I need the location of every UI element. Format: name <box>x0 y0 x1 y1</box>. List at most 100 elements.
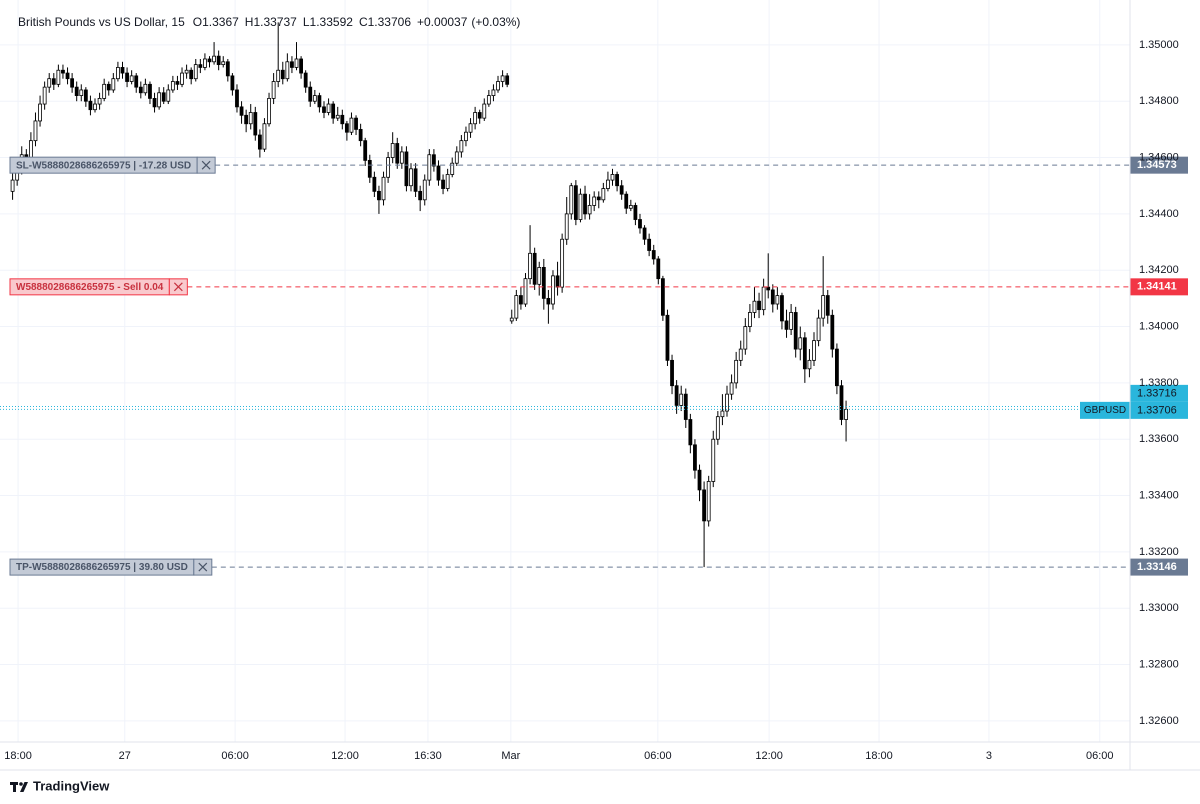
candle-body <box>628 205 633 209</box>
ohlc-label: H <box>245 15 254 29</box>
candle-body <box>441 179 445 189</box>
candle-body <box>656 258 661 280</box>
candle-body <box>660 278 665 316</box>
candle-body <box>193 64 198 80</box>
candle-body <box>752 300 757 313</box>
candle-body <box>349 117 354 133</box>
candle-body <box>102 83 107 99</box>
candle-body <box>436 165 441 181</box>
chart-title: British Pounds vs US Dollar, 15 <box>18 15 185 29</box>
candle-body <box>299 58 303 74</box>
candle-body <box>180 72 184 85</box>
candle-body <box>422 179 427 201</box>
candle-body <box>294 58 299 68</box>
change: +0.00037 <box>417 15 468 29</box>
candle-body <box>839 385 844 420</box>
candle-body <box>578 193 583 220</box>
candle-body <box>38 103 42 122</box>
candle-body <box>340 114 345 125</box>
candle-body <box>312 95 317 102</box>
ohlc-label: C <box>359 15 368 29</box>
order-price-label: 1.34573 <box>1137 159 1177 171</box>
candle-body <box>770 289 775 305</box>
candle-body <box>386 157 391 178</box>
y-tick-label: 1.33600 <box>1139 433 1179 445</box>
ask-price-tag <box>1130 384 1188 402</box>
y-tick-label: 1.34600 <box>1139 151 1179 163</box>
last-price-tag <box>1130 401 1188 419</box>
symbol-name: GBPUSD <box>1084 405 1126 416</box>
candle-body <box>468 123 473 133</box>
candle-body <box>70 78 75 88</box>
candle-body <box>134 75 139 88</box>
candle-body <box>679 393 684 406</box>
ask-price-label: 1.33716 <box>1137 387 1177 399</box>
x-tick-label: 18:00 <box>865 750 893 762</box>
chart-header: British Pounds vs US Dollar, 15 O1.3367 H1… <box>18 15 520 29</box>
change-percent: (+0.03%) <box>471 15 520 29</box>
candle-body <box>152 98 157 108</box>
candle-body <box>74 86 79 96</box>
candle-body <box>65 72 70 80</box>
candle-body <box>445 174 450 189</box>
candle-body <box>280 69 285 80</box>
candle-body <box>450 162 455 175</box>
x-tick-label: 16:30 <box>414 750 442 762</box>
candle-body <box>207 58 212 63</box>
overlay: GBPUSD 1.33716 1.33706 SL-W5888028686265975… <box>0 156 1188 576</box>
candle-body <box>532 252 537 285</box>
candle-body <box>564 213 569 240</box>
order-label: SL-W5888028686265975 | -17.28 USD <box>16 160 191 171</box>
ohlc-value: 1.33737 <box>253 15 297 29</box>
y-tick-label: 1.33000 <box>1139 602 1179 614</box>
y-tick-label: 1.35000 <box>1139 39 1179 51</box>
candle-body <box>248 112 253 125</box>
candle-body <box>358 128 363 142</box>
candle-body <box>734 359 739 384</box>
order-price-tag <box>1130 156 1188 174</box>
candle-body <box>486 95 491 105</box>
candle-body <box>427 154 432 181</box>
candle-body <box>454 151 459 164</box>
candle-body <box>51 78 56 85</box>
candle-body <box>569 185 574 215</box>
candle-body <box>509 317 514 322</box>
candle-body <box>239 106 244 116</box>
candle-body <box>697 469 702 491</box>
order-price-tag <box>1130 278 1188 296</box>
candle-body <box>212 55 216 63</box>
x-tick-label: 12:00 <box>331 750 359 762</box>
candle-body <box>432 154 436 167</box>
candle-body <box>290 61 294 68</box>
candle-body <box>477 112 482 119</box>
candle-body <box>61 69 65 74</box>
y-tick-label: 1.34800 <box>1139 95 1179 107</box>
candle-body <box>418 190 423 201</box>
ohlc-value: 1.33706 <box>368 15 412 29</box>
candle-body <box>459 140 464 153</box>
candle-body <box>170 81 175 91</box>
candle-body <box>757 300 761 311</box>
x-tick-label: Mar <box>501 750 520 762</box>
candle-body <box>326 103 331 113</box>
candle-body <box>674 385 679 406</box>
candle-body <box>688 419 693 446</box>
order-price-label: 1.34141 <box>1137 281 1177 293</box>
candle-body <box>10 179 15 192</box>
candle-body <box>257 134 262 150</box>
candle-body <box>331 103 336 119</box>
ohlc-value: 1.33592 <box>310 15 354 29</box>
candle-body <box>271 81 276 99</box>
candle-body <box>106 83 111 91</box>
candle-body <box>189 69 194 80</box>
candle-body <box>404 151 409 187</box>
candle-body <box>601 188 606 201</box>
close-icon <box>201 160 211 170</box>
candle-body <box>830 314 835 350</box>
candle-body <box>587 205 592 215</box>
candle-body <box>56 69 61 85</box>
candle-body <box>413 168 418 192</box>
candle-body <box>83 89 88 102</box>
candle-body <box>519 295 523 305</box>
